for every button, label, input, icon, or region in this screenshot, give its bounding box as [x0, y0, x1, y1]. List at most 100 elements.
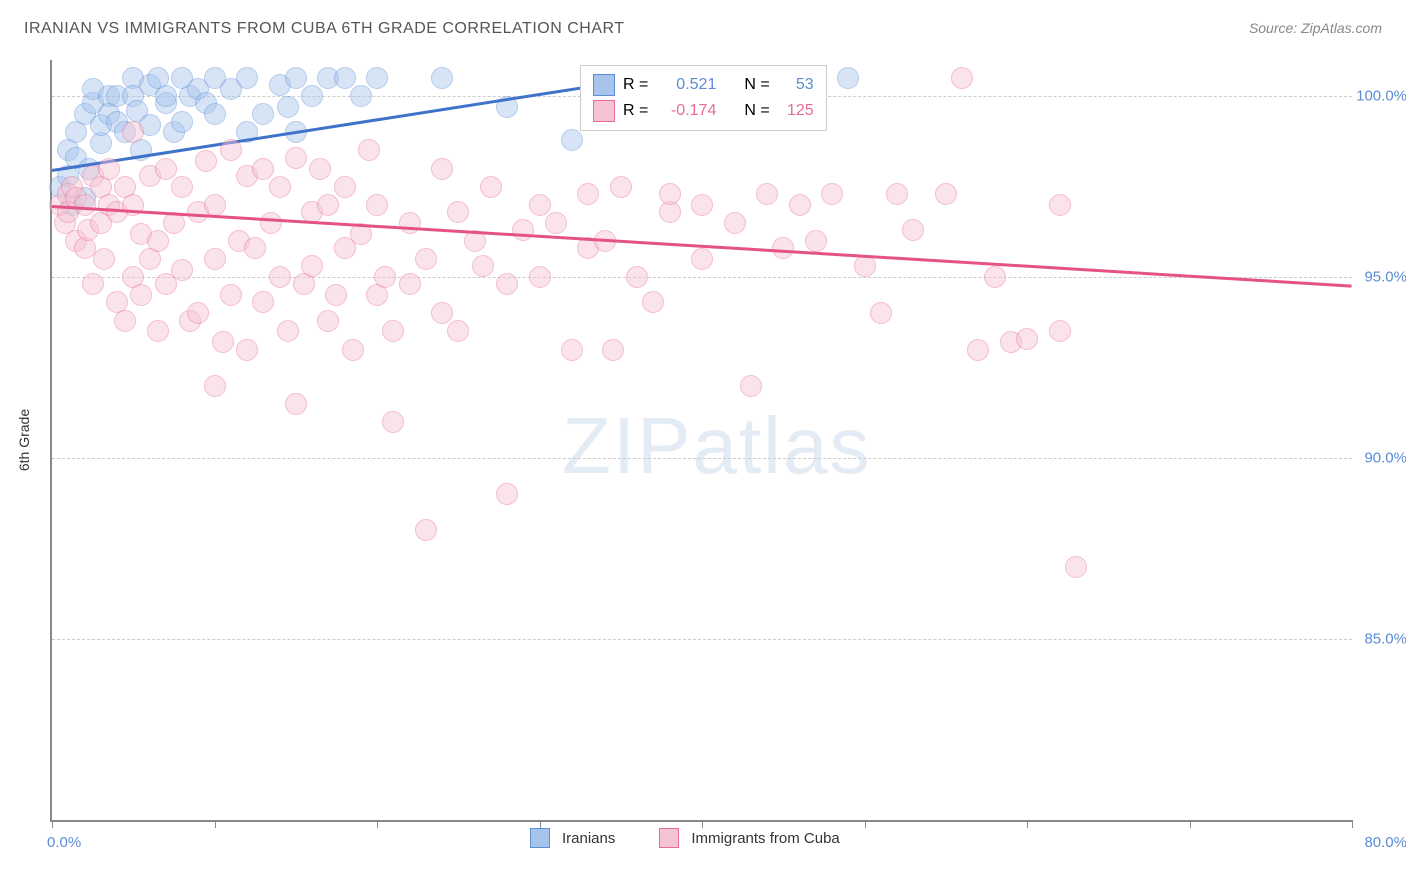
scatter-point: [374, 266, 396, 288]
scatter-point: [204, 248, 226, 270]
scatter-point: [610, 176, 632, 198]
scatter-point: [756, 183, 778, 205]
r-value-cuba: -0.174: [656, 98, 716, 124]
scatter-point: [529, 266, 551, 288]
scatter-point: [642, 291, 664, 313]
scatter-point: [529, 194, 551, 216]
scatter-point: [854, 255, 876, 277]
scatter-point: [122, 121, 144, 143]
scatter-point: [269, 266, 291, 288]
r-label: R =: [623, 72, 648, 98]
scatter-point: [130, 284, 152, 306]
scatter-point: [252, 158, 274, 180]
x-tick: [1352, 820, 1353, 828]
chart-container: 6th Grade ZIPatlas 85.0%90.0%95.0%100.0%…: [50, 60, 1350, 820]
scatter-point: [415, 519, 437, 541]
legend-label-iranians: Iranians: [562, 830, 615, 847]
r-value-iranians: 0.521: [656, 72, 716, 98]
scatter-point: [545, 212, 567, 234]
scatter-point: [285, 393, 307, 415]
series-legend: Iranians Immigrants from Cuba: [530, 828, 840, 848]
scatter-point: [1049, 194, 1071, 216]
x-tick: [1027, 820, 1028, 828]
scatter-point: [496, 273, 518, 295]
scatter-point: [195, 150, 217, 172]
scatter-point: [269, 176, 291, 198]
x-tick: [540, 820, 541, 828]
scatter-point: [82, 273, 104, 295]
scatter-point: [114, 310, 136, 332]
x-tick: [52, 820, 53, 828]
scatter-point: [1065, 556, 1087, 578]
scatter-point: [236, 67, 258, 89]
scatter-point: [577, 183, 599, 205]
grid-line: [52, 277, 1352, 278]
scatter-point: [285, 67, 307, 89]
x-tick: [702, 820, 703, 828]
legend-swatch-cuba: [593, 100, 615, 122]
y-axis-label: 6th Grade: [16, 409, 32, 471]
scatter-point: [561, 129, 583, 151]
scatter-point: [220, 139, 242, 161]
scatter-point: [187, 302, 209, 324]
scatter-point: [334, 176, 356, 198]
grid-line: [52, 639, 1352, 640]
scatter-point: [244, 237, 266, 259]
bottom-swatch-iranians: [530, 828, 550, 848]
x-tick: [215, 820, 216, 828]
scatter-point: [171, 176, 193, 198]
scatter-point: [252, 103, 274, 125]
watermark: ZIPatlas: [562, 400, 871, 492]
scatter-point: [171, 259, 193, 281]
scatter-point: [902, 219, 924, 241]
scatter-point: [212, 331, 234, 353]
scatter-point: [147, 320, 169, 342]
scatter-point: [447, 201, 469, 223]
scatter-point: [204, 103, 226, 125]
scatter-point: [431, 158, 453, 180]
scatter-point: [93, 248, 115, 270]
watermark-zip: ZIP: [562, 401, 692, 490]
scatter-point: [309, 158, 331, 180]
scatter-point: [350, 85, 372, 107]
scatter-point: [951, 67, 973, 89]
r-label: R =: [623, 98, 648, 124]
y-tick-label: 100.0%: [1356, 88, 1406, 105]
scatter-point: [772, 237, 794, 259]
scatter-point: [301, 85, 323, 107]
scatter-point: [366, 194, 388, 216]
bottom-swatch-cuba: [659, 828, 679, 848]
scatter-point: [691, 194, 713, 216]
x-tick: [1190, 820, 1191, 828]
scatter-point: [415, 248, 437, 270]
scatter-point: [870, 302, 892, 324]
scatter-point: [260, 212, 282, 234]
scatter-point: [512, 219, 534, 241]
scatter-point: [155, 158, 177, 180]
scatter-point: [236, 339, 258, 361]
scatter-point: [366, 67, 388, 89]
scatter-point: [285, 147, 307, 169]
watermark-atlas: atlas: [692, 401, 871, 490]
scatter-point: [252, 291, 274, 313]
scatter-point: [659, 183, 681, 205]
scatter-point: [984, 266, 1006, 288]
scatter-point: [358, 139, 380, 161]
grid-line: [52, 458, 1352, 459]
scatter-point: [147, 230, 169, 252]
scatter-point: [334, 67, 356, 89]
chart-title: IRANIAN VS IMMIGRANTS FROM CUBA 6TH GRAD…: [24, 20, 625, 38]
scatter-point: [1016, 328, 1038, 350]
x-tick: [865, 820, 866, 828]
y-tick-label: 90.0%: [1364, 450, 1406, 467]
scatter-point: [399, 212, 421, 234]
scatter-point: [399, 273, 421, 295]
n-value-cuba: 125: [778, 98, 814, 124]
scatter-point: [1049, 320, 1071, 342]
n-label: N =: [744, 98, 769, 124]
scatter-point: [317, 310, 339, 332]
scatter-point: [821, 183, 843, 205]
scatter-point: [789, 194, 811, 216]
scatter-point: [301, 255, 323, 277]
scatter-point: [837, 67, 859, 89]
